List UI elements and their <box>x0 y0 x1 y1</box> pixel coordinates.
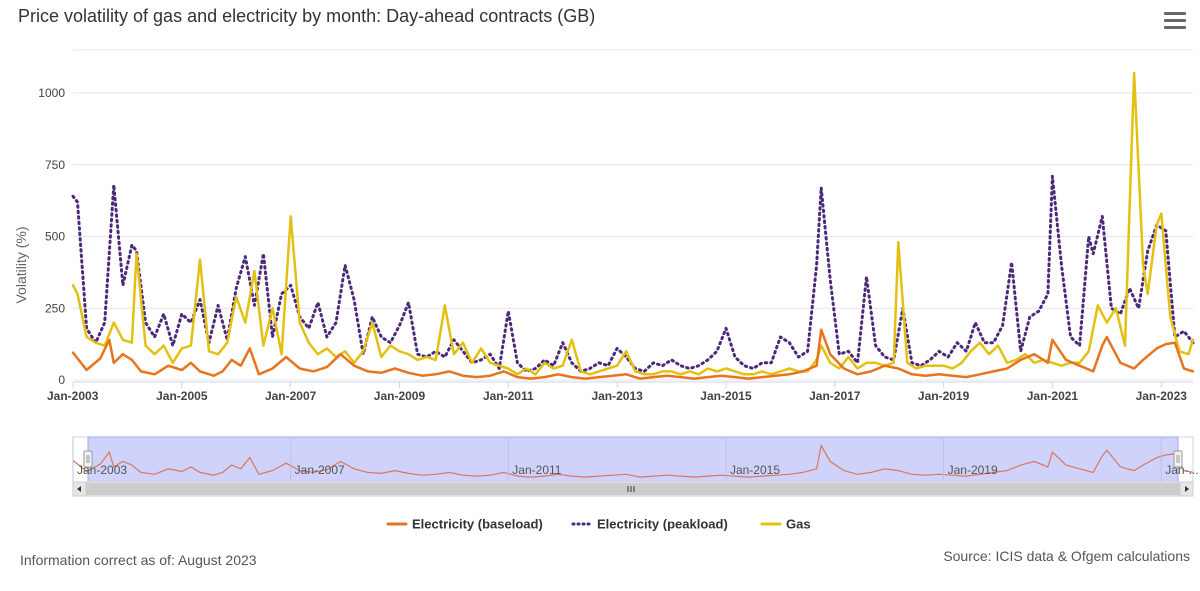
legend-item-electricity-peakload[interactable]: Electricity (peakload) <box>571 517 728 532</box>
legend-label: Electricity (baseload) <box>412 517 543 532</box>
legend-label: Electricity (peakload) <box>597 517 728 532</box>
x-tick-label: Jan-2011 <box>483 389 534 403</box>
navigator-left-handle[interactable] <box>83 450 93 468</box>
scroll-right-arrow-icon[interactable] <box>1179 481 1194 497</box>
x-tick-label: Jan-2017 <box>809 389 861 403</box>
legend-label: Gas <box>786 517 811 532</box>
x-tick-label: Jan-2005 <box>156 389 208 403</box>
scroll-left-arrow-icon[interactable] <box>72 481 87 497</box>
series-line-electricity-peakload <box>71 174 1195 373</box>
navigator-tick-label: Jan-2007 <box>295 463 345 477</box>
x-tick-label: Jan-2021 <box>1027 389 1079 403</box>
y-tick-label: 250 <box>45 301 65 315</box>
scrollbar-thumb[interactable] <box>86 483 1180 495</box>
scrollbar[interactable] <box>72 481 1194 497</box>
x-tick-label: Jan-2015 <box>700 389 752 403</box>
series-line-electricity-baseload <box>71 328 1195 380</box>
x-tick-label: Jan-2013 <box>591 389 643 403</box>
x-tick-label: Jan-2003 <box>47 389 99 403</box>
navigator-series-line <box>72 443 1194 478</box>
info-note: Information correct as of: August 2023 <box>20 552 257 568</box>
y-tick-label: 750 <box>45 158 65 172</box>
series-line-gas <box>71 71 1195 376</box>
chart-menu-icon[interactable] <box>1164 12 1186 32</box>
y-axis-label: Volatility (%) <box>13 226 29 303</box>
chart-title: Price volatility of gas and electricity … <box>18 6 596 26</box>
y-tick-label: 0 <box>58 373 65 387</box>
x-tick-label: Jan-2009 <box>374 389 426 403</box>
navigator-tick-label: Jan-2019 <box>948 463 998 477</box>
legend-item-electricity-baseload[interactable]: Electricity (baseload) <box>386 517 543 532</box>
navigator-right-handle[interactable] <box>1173 450 1183 468</box>
legend-item-gas[interactable]: Gas <box>760 517 811 532</box>
y-tick-label: 1000 <box>38 86 65 100</box>
x-tick-label: Jan-2019 <box>918 389 970 403</box>
source-note: Source: ICIS data & Ofgem calculations <box>943 548 1190 564</box>
navigator-tick-label: Jan-2011 <box>512 463 561 477</box>
x-tick-label: Jan-2023 <box>1136 389 1188 403</box>
navigator-tick-label: Jan-2015 <box>730 463 780 477</box>
y-tick-label: 500 <box>45 230 65 244</box>
x-tick-label: Jan-2007 <box>265 389 317 403</box>
